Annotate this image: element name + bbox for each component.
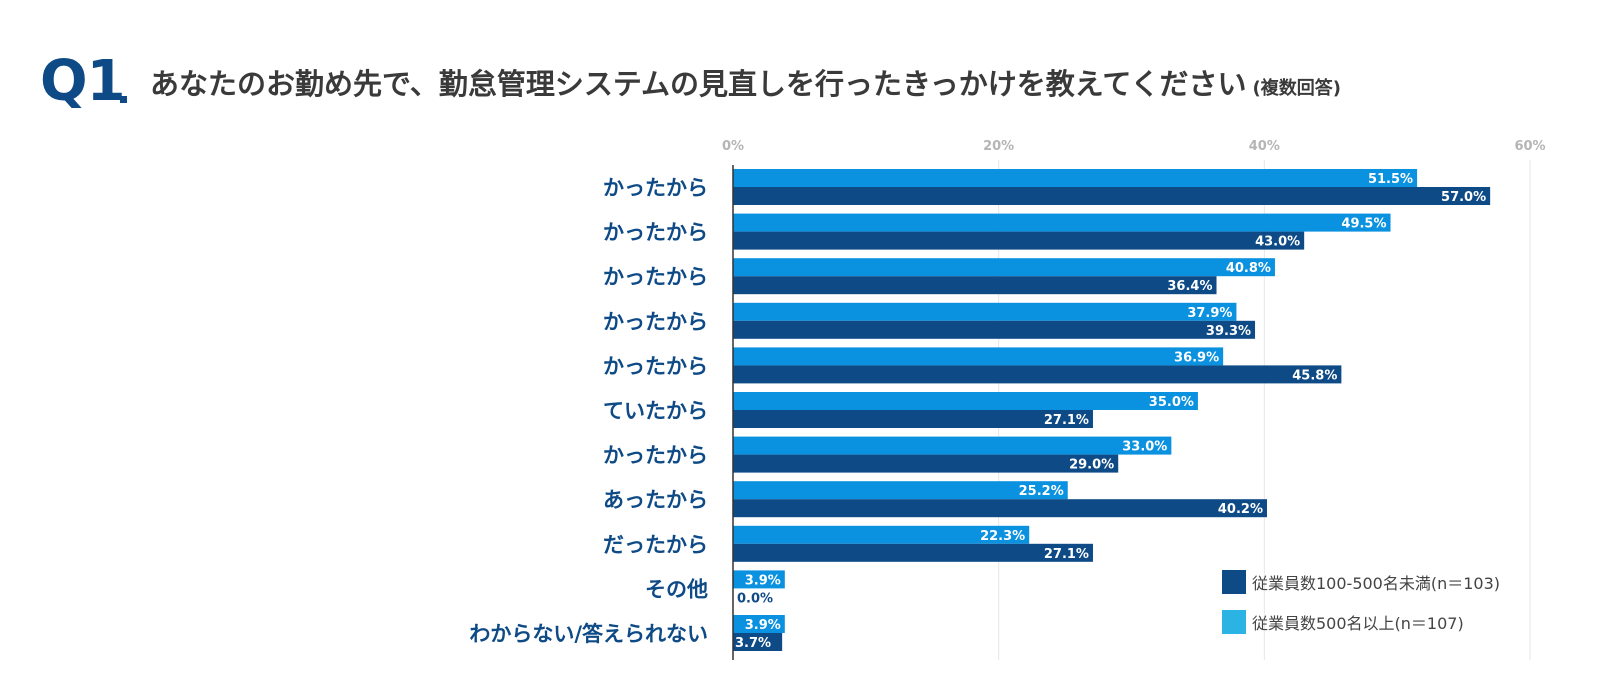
bar	[733, 454, 1119, 473]
category-label: だったから	[603, 533, 708, 557]
data-label: 43.0%	[1255, 235, 1300, 250]
category-label: わからない/答えられない	[469, 622, 708, 646]
data-label: 0.0%	[737, 591, 773, 606]
data-label: 3.9%	[745, 618, 781, 633]
bar	[733, 615, 785, 633]
data-label: 45.8%	[1292, 368, 1337, 383]
data-label: 27.1%	[1044, 413, 1089, 428]
bar	[733, 276, 1217, 295]
bar	[733, 187, 1491, 205]
bar	[733, 213, 1391, 232]
data-label: 40.8%	[1226, 261, 1271, 276]
bar	[733, 525, 1030, 544]
bar	[733, 365, 1342, 384]
data-label: 27.1%	[1044, 547, 1089, 562]
category-label: かったから	[603, 354, 708, 378]
bar	[733, 392, 1198, 410]
data-label: 37.9%	[1187, 306, 1232, 321]
bar	[733, 436, 1172, 455]
bar	[733, 481, 1068, 500]
category-label: かったから	[603, 265, 708, 289]
bar	[733, 499, 1267, 518]
data-label: 25.2%	[1019, 484, 1064, 499]
question-note: (複数回答)	[1252, 78, 1341, 99]
category-label: かったから	[603, 444, 708, 468]
data-label: 40.2%	[1218, 502, 1263, 517]
legend-swatch-large-companies	[1222, 610, 1246, 634]
chart-legend: 従業員数100-500名未満(n＝103) 従業員数500名以上(n＝107)	[1222, 562, 1500, 642]
x-tick-label: 60%	[1514, 139, 1545, 154]
legend-label-small-companies: 従業員数100-500名未満(n＝103)	[1252, 574, 1501, 593]
category-label: かったから	[603, 310, 708, 334]
question-number: Q1	[40, 49, 126, 114]
legend-item-small-companies: 従業員数100-500名未満(n＝103)	[1222, 562, 1500, 602]
data-label: 49.5%	[1341, 217, 1386, 232]
data-label: 3.9%	[745, 573, 781, 588]
bar	[733, 258, 1275, 277]
bar	[733, 347, 1224, 366]
category-label: かったから	[603, 176, 708, 200]
legend-swatch-small-companies	[1222, 570, 1246, 594]
bar	[733, 570, 785, 589]
data-label: 33.0%	[1122, 440, 1167, 455]
data-label: 36.4%	[1167, 279, 1212, 294]
bar	[733, 169, 1418, 187]
bar	[733, 302, 1237, 321]
data-label: 22.3%	[980, 529, 1025, 544]
data-label: 36.9%	[1174, 350, 1219, 365]
x-tick-label: 40%	[1249, 139, 1280, 154]
category-label: かったから	[603, 221, 708, 245]
data-label: 3.7%	[735, 636, 771, 651]
question-title: あなたのお勤め先で、勤怠管理システムの見直しを行ったきっかけを教えてください (複…	[150, 64, 1341, 109]
category-label: あったから	[603, 488, 708, 512]
category-label: その他	[645, 577, 708, 601]
legend-item-large-companies: 従業員数500名以上(n＝107)	[1222, 602, 1500, 642]
bar	[733, 633, 783, 651]
data-label: 51.5%	[1368, 172, 1413, 187]
data-label: 35.0%	[1149, 395, 1194, 410]
data-label: 57.0%	[1441, 190, 1486, 205]
category-label: ていたから	[603, 399, 708, 423]
bar	[733, 543, 1093, 562]
question-number-dot	[120, 96, 127, 103]
question-title-text: あなたのお勤め先で、勤怠管理システムの見直しを行ったきっかけを教えてください	[150, 67, 1247, 101]
bar	[733, 231, 1305, 250]
data-label: 39.3%	[1206, 324, 1251, 339]
data-label: 29.0%	[1069, 458, 1114, 473]
x-tick-label: 20%	[983, 139, 1014, 154]
x-tick-label: 0%	[722, 139, 744, 154]
bar	[733, 320, 1256, 339]
legend-label-large-companies: 従業員数500名以上(n＝107)	[1252, 614, 1464, 633]
bar	[733, 410, 1093, 428]
